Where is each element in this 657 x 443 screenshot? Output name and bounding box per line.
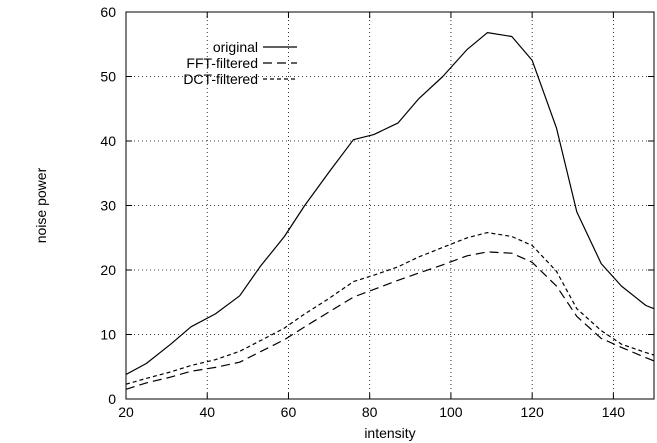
series-line-dct-filtered [125,232,655,385]
x-tick-label: 40 [199,404,215,420]
x-tick-label: 20 [118,404,134,420]
x-tick-label: 120 [520,404,544,420]
x-tick-label: 80 [362,404,378,420]
series-line-fft-filtered [125,251,655,390]
grid-lines [126,12,654,399]
x-tick-label: 60 [281,404,297,420]
y-tick-label: 30 [100,198,116,214]
legend-label: original [213,39,258,55]
y-tick-label: 40 [100,133,116,149]
y-tick-label: 20 [100,262,116,278]
y-axis-label: noise power [33,167,49,243]
x-tick-label: 100 [439,404,463,420]
series-line-original [125,31,655,376]
y-tick-label: 60 [100,4,116,20]
x-axis-label: intensity [364,425,415,441]
x-tick-label: 140 [602,404,626,420]
y-tick-label: 0 [108,391,116,407]
y-tick-label: 50 [100,69,116,85]
axis-ticks: 20 40 60 80 100 120 140 0 10 20 30 40 50 60 [100,4,654,420]
y-tick-label: 10 [100,327,116,343]
legend-label: FFT-filtered [186,55,258,71]
legend-label: DCT-filtered [183,71,258,87]
series-lines [125,31,655,390]
